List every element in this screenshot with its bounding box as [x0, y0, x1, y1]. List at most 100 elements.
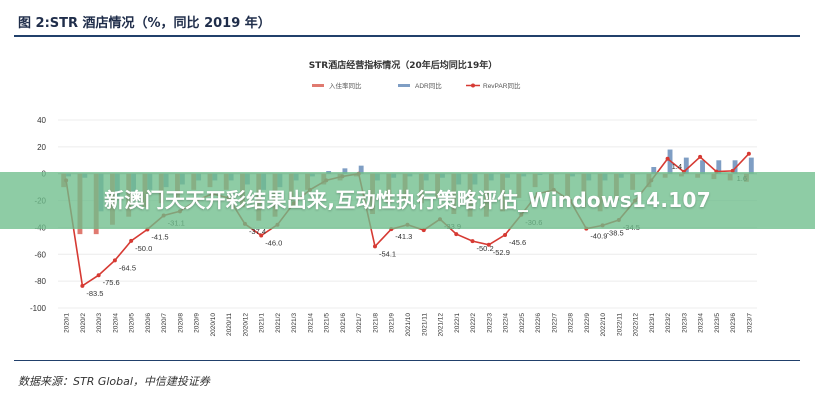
x-tick-label: 2022/1: [454, 313, 461, 333]
x-tick-label: 2022/5: [519, 313, 526, 333]
data-label: -38.5: [607, 228, 624, 237]
revpar-point: [129, 238, 134, 243]
x-tick-label: 2021/9: [389, 313, 396, 333]
adr-bar: [732, 160, 738, 174]
adr-bar: [342, 168, 348, 174]
data-label: -50.0: [135, 244, 152, 253]
source-note: 数据来源：STR Global，中信建投证券: [18, 375, 210, 388]
data-label: -37.4: [249, 227, 266, 236]
legend-marker: [471, 83, 475, 88]
x-tick-label: 2020/5: [129, 313, 136, 333]
x-tick-label: 2023/6: [730, 313, 737, 333]
revpar-point: [421, 228, 426, 233]
x-tick-label: 2022/8: [568, 313, 575, 333]
bottom-rule: [14, 360, 800, 361]
x-tick-label: 2022/12: [633, 313, 640, 337]
legend-label: RevPAR同比: [483, 81, 521, 90]
x-tick-label: 2023/5: [714, 313, 721, 333]
x-tick-label: 2020/9: [194, 313, 201, 333]
x-tick-label: 2021/4: [307, 313, 314, 333]
y-tick-label: -80: [34, 277, 46, 286]
data-label: -46.0: [265, 238, 282, 247]
x-tick-label: 2022/3: [486, 313, 493, 333]
x-tick-label: 2022/10: [600, 313, 607, 337]
x-tick-label: 2021/2: [275, 313, 282, 333]
revpar-point: [746, 151, 751, 156]
legend: 入住率同比 ADR同比 RevPAR同比: [312, 81, 521, 90]
revpar-point: [730, 168, 735, 173]
y-tick-label: 20: [37, 143, 46, 152]
data-label: -75.6: [103, 278, 120, 287]
x-tick-label: 2020/8: [177, 313, 184, 333]
figure-title: 图 2:STR 酒店情况（%，同比 2019 年）: [18, 16, 271, 31]
revpar-point: [665, 156, 670, 161]
adr-bar: [683, 157, 689, 174]
revpar-point: [454, 232, 459, 237]
x-tick-label: 2023/1: [649, 313, 656, 333]
x-tick-label: 2023/7: [746, 313, 753, 333]
x-tick-label: 2023/2: [665, 313, 672, 333]
x-tick-label: 2021/11: [421, 313, 428, 336]
x-tick-label: 2021/6: [340, 313, 347, 333]
title-rule: [14, 35, 800, 37]
x-tick-label: 2020/2: [80, 313, 87, 333]
x-tick-label: 2020/10: [210, 313, 217, 337]
legend-swatch: [312, 84, 324, 87]
adr-bar: [700, 160, 705, 174]
data-label: -41.3: [395, 232, 412, 241]
x-tick-label: 2021/7: [356, 313, 363, 333]
adr-bar: [651, 167, 657, 174]
revpar-point: [698, 154, 703, 159]
legend-swatch: [398, 84, 410, 87]
x-tick-label: 2023/4: [698, 313, 705, 333]
revpar-point: [470, 239, 475, 244]
data-label: -52.9: [493, 248, 510, 257]
data-label: -41.5: [151, 232, 168, 241]
y-tick-label: -60: [34, 250, 46, 259]
x-tick-label: 2021/12: [438, 313, 445, 337]
legend-label: ADR同比: [415, 81, 442, 90]
revpar-point: [503, 232, 508, 237]
adr-bar: [358, 165, 364, 174]
revpar-point: [259, 233, 264, 238]
revpar-point: [372, 244, 377, 249]
revpar-point: [486, 242, 491, 247]
x-tick-label: 2022/4: [503, 313, 510, 333]
data-label: -45.6: [509, 238, 526, 247]
x-tick-label: 2021/5: [324, 313, 331, 333]
x-tick-label: 2021/3: [291, 313, 298, 333]
data-label: -50.2: [477, 244, 494, 253]
overlay-banner[interactable]: 新澳门天天开彩结果出来,互动性执行策略评估_Windows14.107: [0, 172, 815, 229]
chart-title: STR酒店经营指标情况（20年后均同比19年）: [309, 59, 498, 71]
x-tick-label: 2022/9: [584, 313, 591, 333]
x-tick-label: 2023/3: [681, 313, 688, 333]
x-axis: 2020/1 2020/2 2020/3 2020/4 2020/5 2020/6 2020…: [64, 313, 754, 337]
x-tick-label: 2020/7: [161, 313, 168, 333]
x-tick-label: 2020/1: [64, 313, 71, 333]
adr-bar: [716, 160, 722, 174]
x-tick-label: 2022/7: [551, 313, 558, 333]
data-label: -64.5: [119, 263, 136, 272]
revpar-point: [80, 283, 85, 288]
x-tick-label: 2021/1: [259, 313, 266, 333]
data-label: 1.4: [672, 162, 682, 171]
data-label: -83.5: [86, 289, 103, 298]
y-tick-label: -100: [30, 304, 47, 313]
x-tick-label: 2020/11: [226, 313, 233, 336]
data-label: -40.9: [590, 232, 607, 241]
y-tick-label: 40: [37, 116, 46, 125]
x-tick-label: 2022/2: [470, 313, 477, 333]
chart: STR酒店经营指标情况（20年后均同比19年） 入住率同比 ADR同比 RevPAR…: [30, 59, 757, 337]
x-tick-label: 2021/10: [405, 313, 412, 337]
legend-label: 入住率同比: [329, 81, 362, 90]
x-tick-label: 2020/4: [112, 313, 119, 333]
x-tick-label: 2020/3: [96, 313, 103, 333]
x-tick-label: 2022/11: [616, 313, 623, 336]
data-label: -54.1: [379, 249, 396, 258]
adr-bar: [748, 157, 754, 174]
x-tick-label: 2022/6: [535, 313, 542, 333]
revpar-point: [96, 273, 101, 278]
x-tick-label: 2020/12: [242, 313, 249, 337]
x-tick-label: 2021/8: [372, 313, 379, 333]
revpar-point: [112, 258, 117, 263]
